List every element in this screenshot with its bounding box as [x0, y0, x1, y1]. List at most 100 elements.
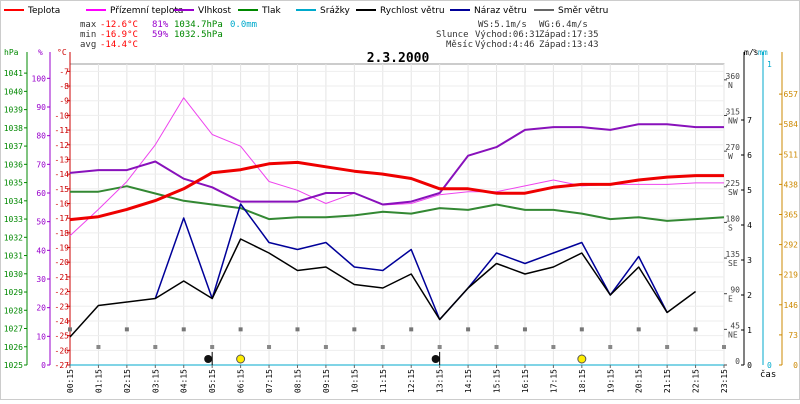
bottom-point [96, 345, 101, 349]
pressure-unit: hPa [4, 48, 19, 57]
axis-tick-label: 45 [730, 321, 740, 330]
axis-tick-label: 1030 [4, 270, 23, 279]
wind-direction-point [352, 327, 357, 332]
wind-direction-point [466, 327, 471, 332]
stats-avg-label: avg [80, 40, 96, 50]
axis-tick-label: 1029 [4, 288, 23, 297]
x-tick-label: 03:15 [151, 369, 160, 393]
axis-tick-label: 7 [747, 116, 752, 125]
axis-tick-label: 0 [41, 361, 46, 370]
x-tick-label: 02:15 [123, 369, 132, 393]
stats-min-label: min [80, 30, 96, 40]
x-tick-label: 08:15 [293, 369, 302, 393]
chart-title: 2.3.2000 [367, 51, 430, 66]
axis-tick-label: 4 [747, 221, 752, 230]
axis-tick-label: 5 [747, 186, 752, 195]
x-tick-label: 10:15 [350, 369, 359, 393]
legend-label: Rychlost větru [380, 6, 445, 16]
bottom-point [551, 345, 556, 349]
bottom-point [210, 345, 215, 349]
axis-tick-label: E [728, 295, 733, 304]
markers-layer [204, 352, 587, 365]
axis-tick-label: 657 [784, 90, 799, 99]
axis-tick-label: 90 [36, 103, 46, 112]
axis-tick-label: 1 [747, 326, 752, 335]
wind-ws: WS:5.1m/s [478, 20, 527, 30]
axis-tick-label: W [728, 152, 733, 161]
axis-tick-label: 1035 [4, 179, 23, 188]
series-line-vlhkost [69, 123, 724, 206]
sun-rise: Východ:06:31 [475, 30, 540, 40]
stats-max-hum: 81% [152, 20, 169, 30]
axis-tick-label: -21 [55, 273, 70, 282]
sun-label: Slunce [436, 30, 469, 40]
stats-min-hum: 59% [152, 30, 169, 40]
series-line-rychlost-v-tru [69, 238, 697, 338]
axis-tick-label: -26 [55, 346, 70, 355]
x-tick-label: 20:15 [635, 369, 644, 393]
axis-tick-label: NE [728, 330, 738, 339]
x-tick-label: 11:15 [379, 369, 388, 393]
moon-marker-icon [204, 355, 213, 363]
x-tick-label: 14:15 [464, 369, 473, 393]
axis-tick-label: -9 [59, 97, 69, 106]
axis-tick-label: 365 [784, 211, 799, 220]
bottom-point [267, 345, 272, 349]
axis-tick-label: 135 [726, 250, 741, 259]
x-tick-label: 05:15 [208, 369, 217, 393]
axis-tick-label: -20 [55, 258, 70, 267]
axis-tick-label: -14 [55, 170, 70, 179]
axis-tick-label: -25 [55, 332, 70, 341]
wind-direction-point [579, 327, 584, 332]
axis-tick-label: 1037 [4, 142, 23, 151]
stats-block: max -12.6°C 81% 1034.7hPa 0.0mm min -16.… [80, 20, 257, 50]
wind-wg: WG:6.4m/s [539, 20, 588, 30]
x-tick-label: 21:15 [663, 369, 672, 393]
axis-tick-label: 70 [36, 160, 46, 169]
legend-label: Tlak [261, 6, 282, 16]
axis-tick-label: 3 [747, 256, 752, 265]
axis-tick-label: 20 [36, 304, 46, 313]
axis-tick-label: -19 [55, 244, 70, 253]
axis-tick-label: 292 [784, 241, 799, 250]
axis-tick-label: SE [728, 259, 738, 268]
stats-max-temp: -12.6°C [100, 20, 138, 30]
axis-tick-label: 1027 [4, 325, 23, 334]
x-axis-label: čas [760, 369, 776, 380]
axis-tick-label: 1033 [4, 215, 23, 224]
axis-tick-label: 0 [793, 361, 798, 370]
temperature-unit: °C [57, 48, 67, 57]
axis-tick-label: -7 [59, 67, 69, 76]
axis-tick-label: 270 [726, 143, 741, 152]
series-line-n-raz-v-tru [154, 203, 668, 321]
axis-tick-label: 180 [726, 214, 741, 223]
axis-tick-label: 0 [735, 357, 740, 366]
axis-tick-label: 146 [784, 301, 799, 310]
axis-tick-label: -12 [55, 141, 70, 150]
bottom-point [323, 345, 328, 349]
axis-tick-label: 90 [730, 286, 740, 295]
axes: hPa1041104010391038103710361035103410331… [4, 48, 798, 370]
x-tick-label: 22:15 [692, 369, 701, 393]
axis-tick-label: -17 [55, 214, 70, 223]
axis-tick-label: 6 [747, 151, 752, 160]
wind-direction-point [238, 327, 243, 332]
wind-direction-point [181, 327, 186, 332]
axis-tick-label: -11 [55, 126, 70, 135]
axis-tick-label: 40 [36, 246, 46, 255]
plot-area [69, 63, 725, 366]
wind-direction-point [522, 327, 527, 332]
x-tick-label: 13:15 [436, 369, 445, 393]
bottom-point [380, 345, 385, 349]
legend-label: Přízemní teplota [110, 6, 183, 16]
axis-tick-label: NW [728, 116, 738, 125]
moon-marker-icon [431, 355, 440, 363]
axis-tick-label: -8 [59, 82, 69, 91]
axis-tick-label: N [728, 81, 733, 90]
bottom-point [437, 345, 442, 349]
axis-tick-label: 1028 [4, 306, 23, 315]
series-line-teplota [69, 160, 724, 222]
axis-tick-label: 50 [36, 218, 46, 227]
axis-tick-label: 1034 [4, 197, 23, 206]
